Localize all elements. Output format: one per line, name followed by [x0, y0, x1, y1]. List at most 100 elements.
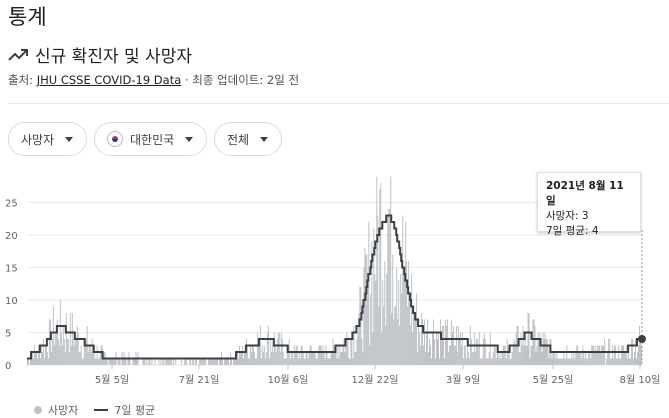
bar	[363, 267, 365, 365]
bar	[63, 339, 65, 365]
bar	[423, 345, 425, 365]
bar	[32, 358, 34, 365]
bar	[327, 358, 329, 365]
bar	[588, 352, 590, 365]
bar	[622, 345, 624, 365]
bar	[214, 358, 216, 365]
bar	[260, 358, 262, 365]
bar	[162, 358, 164, 365]
bar	[69, 313, 71, 365]
bar	[328, 358, 330, 365]
bar	[460, 345, 462, 365]
bar	[509, 358, 511, 365]
bar	[503, 345, 505, 365]
bar	[471, 352, 473, 365]
bar	[200, 358, 202, 365]
bar	[548, 358, 550, 365]
bar	[249, 345, 251, 365]
bar	[602, 345, 604, 365]
source-link[interactable]: JHU CSSE COVID-19 Data	[36, 73, 182, 87]
bar	[353, 326, 355, 365]
x-tick-label: 10월 6일	[268, 374, 309, 386]
bar	[392, 254, 394, 365]
bar	[375, 280, 377, 365]
bar	[522, 326, 524, 365]
bar	[603, 345, 605, 365]
bar	[466, 339, 468, 365]
bar	[64, 352, 66, 365]
bar	[443, 358, 445, 365]
bar	[302, 352, 304, 365]
bar	[385, 326, 387, 365]
bar	[204, 358, 206, 365]
bar	[554, 352, 556, 365]
bar	[382, 280, 384, 365]
bar	[510, 358, 512, 365]
bar	[129, 358, 131, 365]
bar	[574, 358, 576, 365]
bar	[570, 358, 572, 365]
bar	[416, 293, 418, 365]
bar	[435, 358, 437, 365]
bar	[557, 358, 559, 365]
y-tick-label: 25	[5, 199, 18, 210]
bar	[566, 345, 568, 365]
x-tick-label: 12월 22일	[351, 374, 398, 386]
bar	[380, 183, 382, 365]
chart-heading: 신규 확진자 및 사망자	[8, 42, 192, 67]
bar	[83, 345, 85, 365]
bar	[401, 293, 403, 365]
bar	[280, 332, 282, 365]
bar	[406, 261, 408, 365]
bar	[59, 300, 61, 365]
bar	[292, 358, 294, 365]
bar	[41, 352, 43, 365]
bar	[427, 319, 429, 365]
bar	[171, 358, 173, 365]
bar	[413, 306, 415, 365]
bar	[167, 358, 169, 365]
bar	[465, 358, 467, 365]
country-dropdown[interactable]: 대한민국	[94, 122, 208, 156]
bar	[125, 358, 127, 365]
bar	[582, 345, 584, 365]
bar	[537, 332, 539, 365]
bar	[158, 358, 160, 365]
bar	[541, 352, 543, 365]
caret-down-icon	[185, 136, 194, 142]
bar	[216, 358, 218, 365]
bar	[468, 358, 470, 365]
bar	[331, 352, 333, 365]
bar	[499, 352, 501, 365]
bar	[44, 345, 46, 365]
bar	[262, 352, 264, 365]
bar	[616, 358, 618, 365]
bar	[475, 339, 477, 365]
bar	[48, 319, 50, 365]
bar	[589, 352, 591, 365]
bar	[267, 326, 269, 365]
bar	[581, 358, 583, 365]
range-dropdown[interactable]: 전체	[214, 122, 283, 156]
bar	[624, 352, 626, 365]
bar	[505, 358, 507, 365]
bar	[170, 358, 172, 365]
bar	[387, 215, 389, 365]
bar	[449, 345, 451, 365]
bar	[213, 358, 215, 365]
bar	[34, 352, 36, 365]
bar	[77, 332, 79, 365]
deaths-chart[interactable]: 0 5 10 15 20 25 5월 5일 7월 21일 10월 6일 12월 22일 3월 9일 5…	[0, 170, 669, 402]
bar	[226, 358, 228, 365]
bar	[376, 176, 378, 365]
metric-dropdown[interactable]: 사망자	[8, 122, 88, 156]
bar	[39, 358, 41, 365]
bar	[448, 345, 450, 365]
bar	[53, 345, 55, 365]
bar	[607, 352, 609, 365]
bar	[108, 358, 110, 365]
bar	[144, 358, 146, 365]
bar	[558, 358, 560, 365]
bar	[617, 358, 619, 365]
bar	[639, 326, 641, 365]
